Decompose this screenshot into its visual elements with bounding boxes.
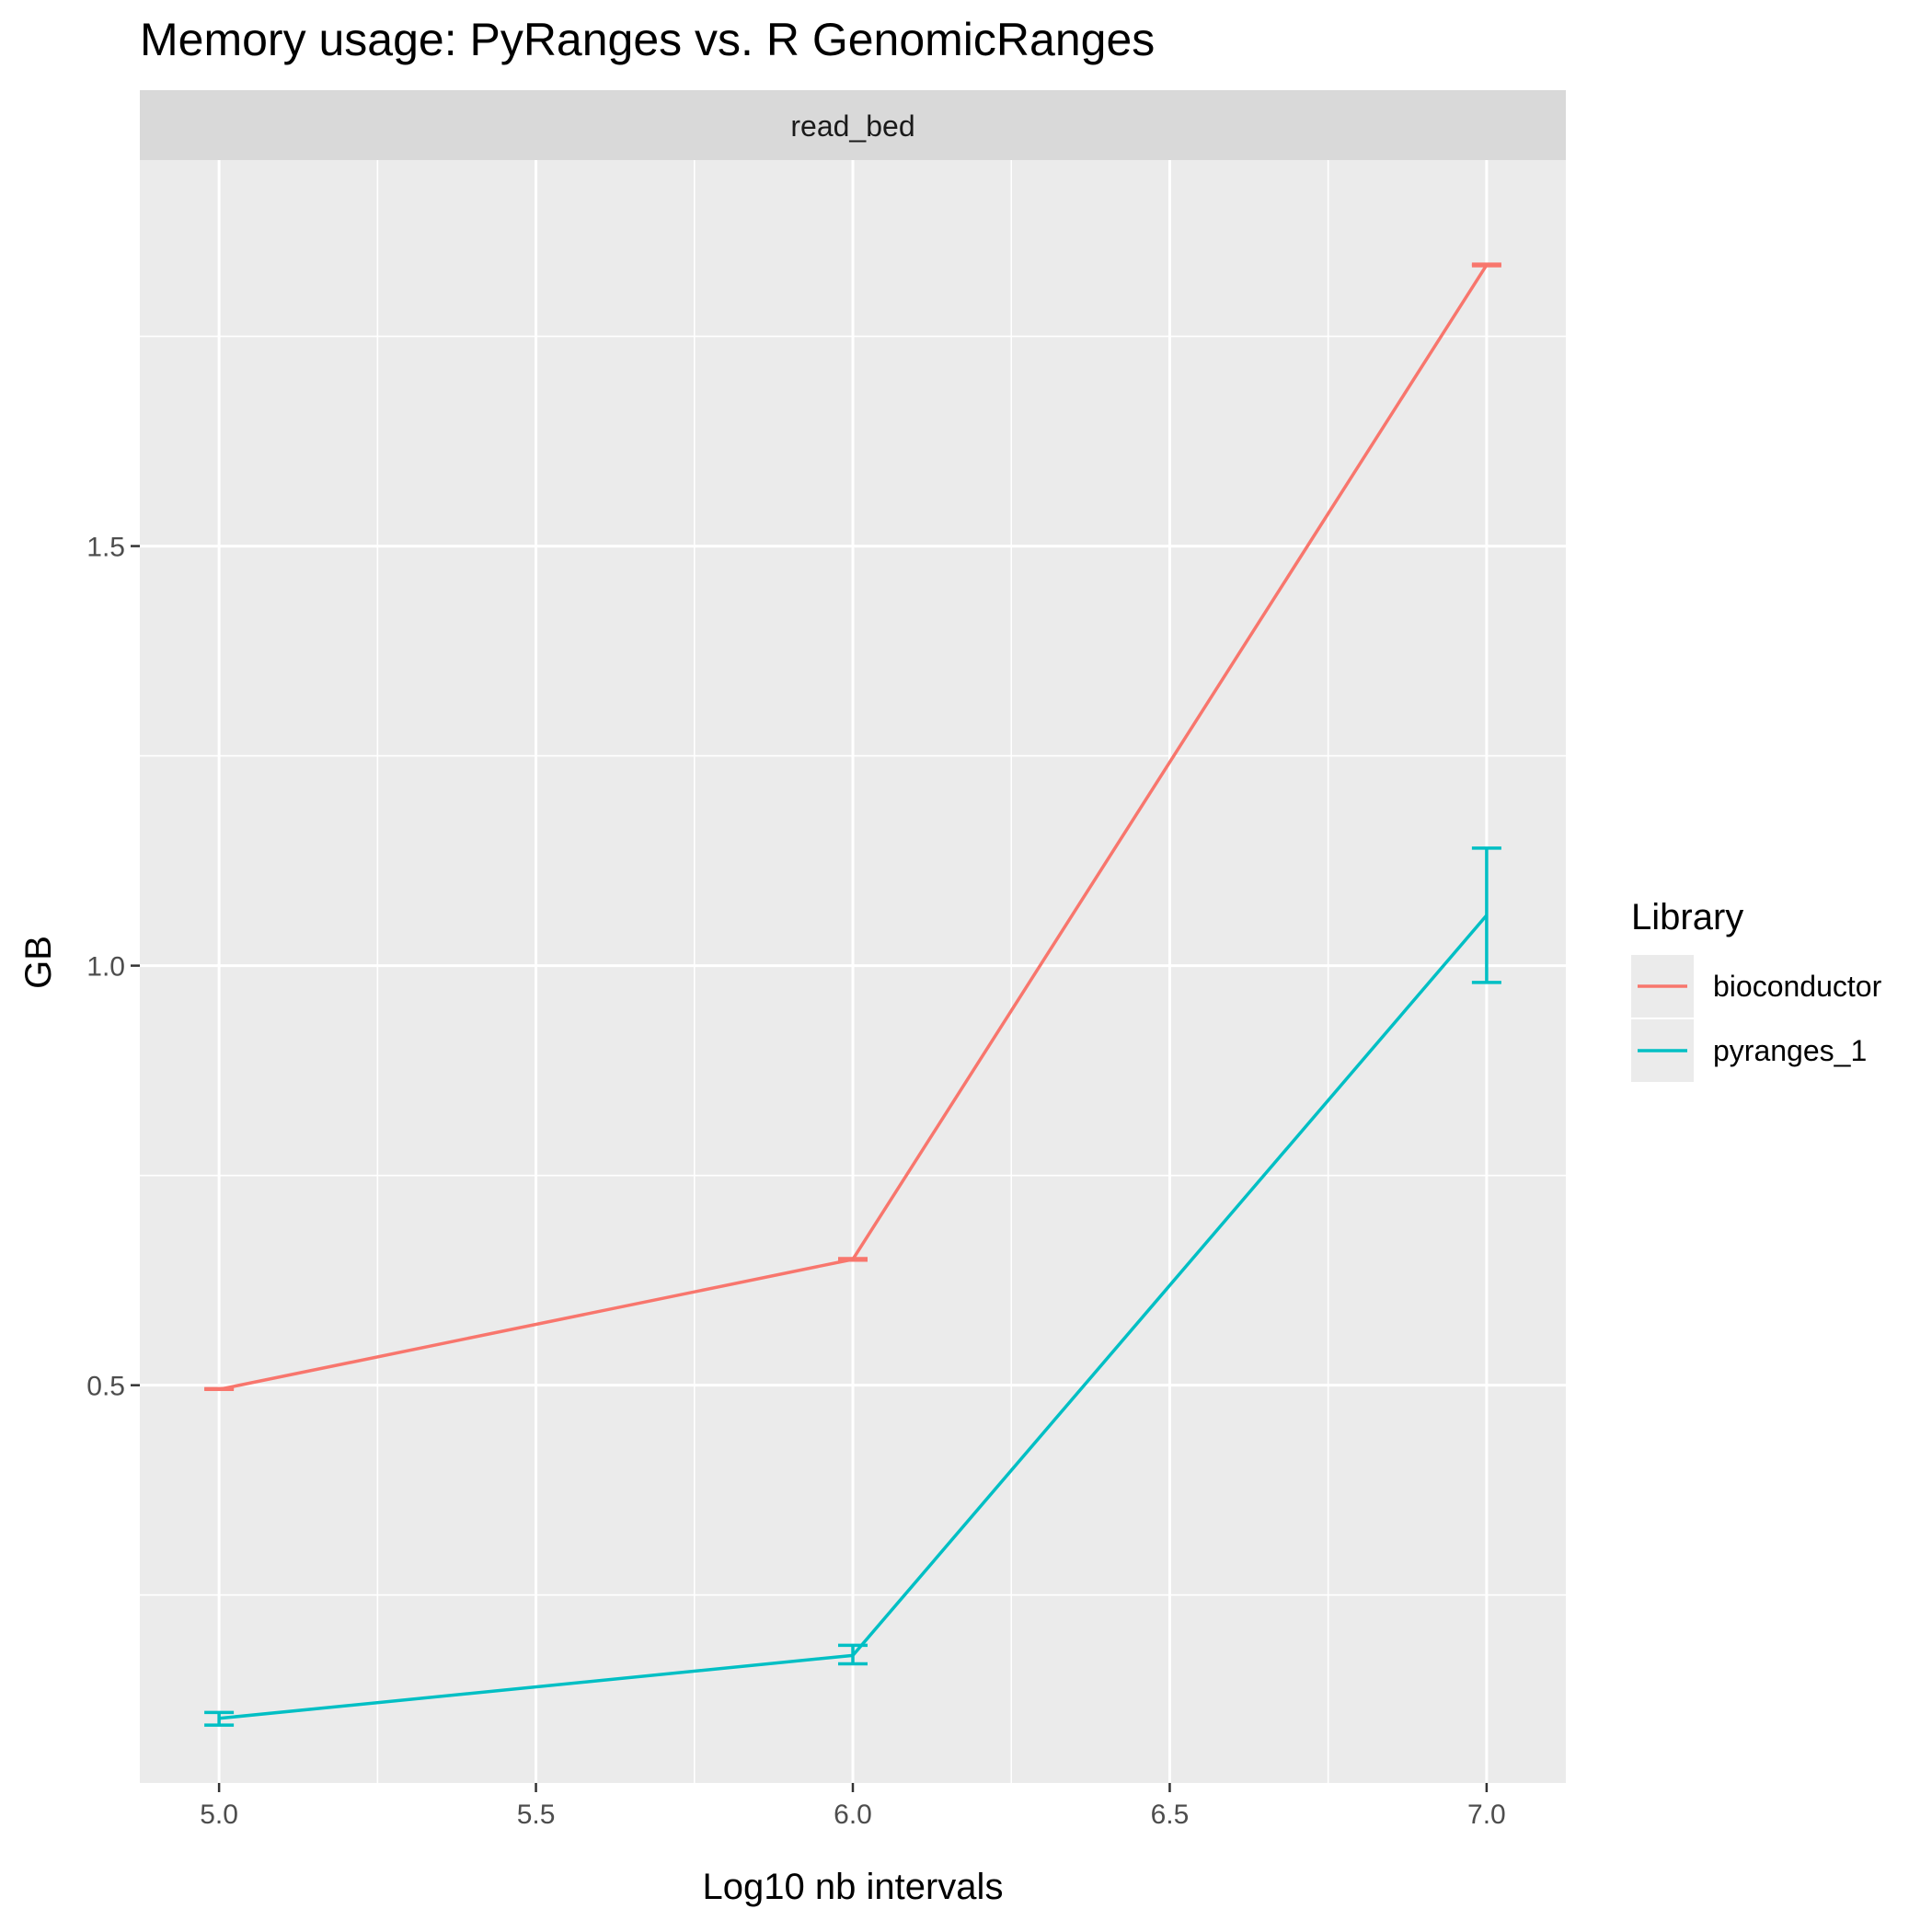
y-tick-label: 1.5 (86, 533, 125, 563)
facet-strip (140, 90, 1566, 160)
errorbar-bioconductor (204, 1386, 235, 1391)
x-tick-label: 6.5 (1151, 1800, 1190, 1830)
x-tick-label: 6.0 (834, 1800, 872, 1830)
y-axis-title: GB (18, 936, 59, 989)
legend-entry-bioconductor: bioconductor (1631, 955, 1882, 1018)
legend-entry-pyranges_1: pyranges_1 (1631, 1019, 1867, 1082)
errorbar-pyranges_1 (1471, 846, 1501, 984)
legend: Library bioconductor pyranges_1 (1631, 897, 1882, 1082)
grid-major (140, 160, 1566, 1783)
errorbar-bioconductor (838, 1257, 868, 1262)
facet-label: read_bed (790, 109, 914, 143)
axis-ticks: 5.0 5.5 6.0 6.5 7.0 0.5 1.0 1.5 (86, 533, 1505, 1830)
x-axis-title: Log10 nb intervals (703, 1867, 1004, 1907)
x-tick-label: 5.0 (200, 1800, 238, 1830)
legend-title: Library (1631, 897, 1743, 937)
x-tick-label: 7.0 (1467, 1800, 1506, 1830)
y-tick-label: 1.0 (86, 952, 125, 983)
errorbar-bioconductor (1471, 262, 1501, 268)
legend-label: bioconductor (1713, 970, 1882, 1003)
y-tick-label: 0.5 (86, 1372, 125, 1402)
series-layer (204, 262, 1501, 1727)
errorbar-pyranges_1 (838, 1643, 868, 1666)
errorbar-pyranges_1 (204, 1710, 235, 1727)
x-tick-label: 5.5 (517, 1800, 556, 1830)
legend-label: pyranges_1 (1713, 1034, 1867, 1067)
chart-title: Memory usage: PyRanges vs. R GenomicRang… (140, 14, 1155, 65)
